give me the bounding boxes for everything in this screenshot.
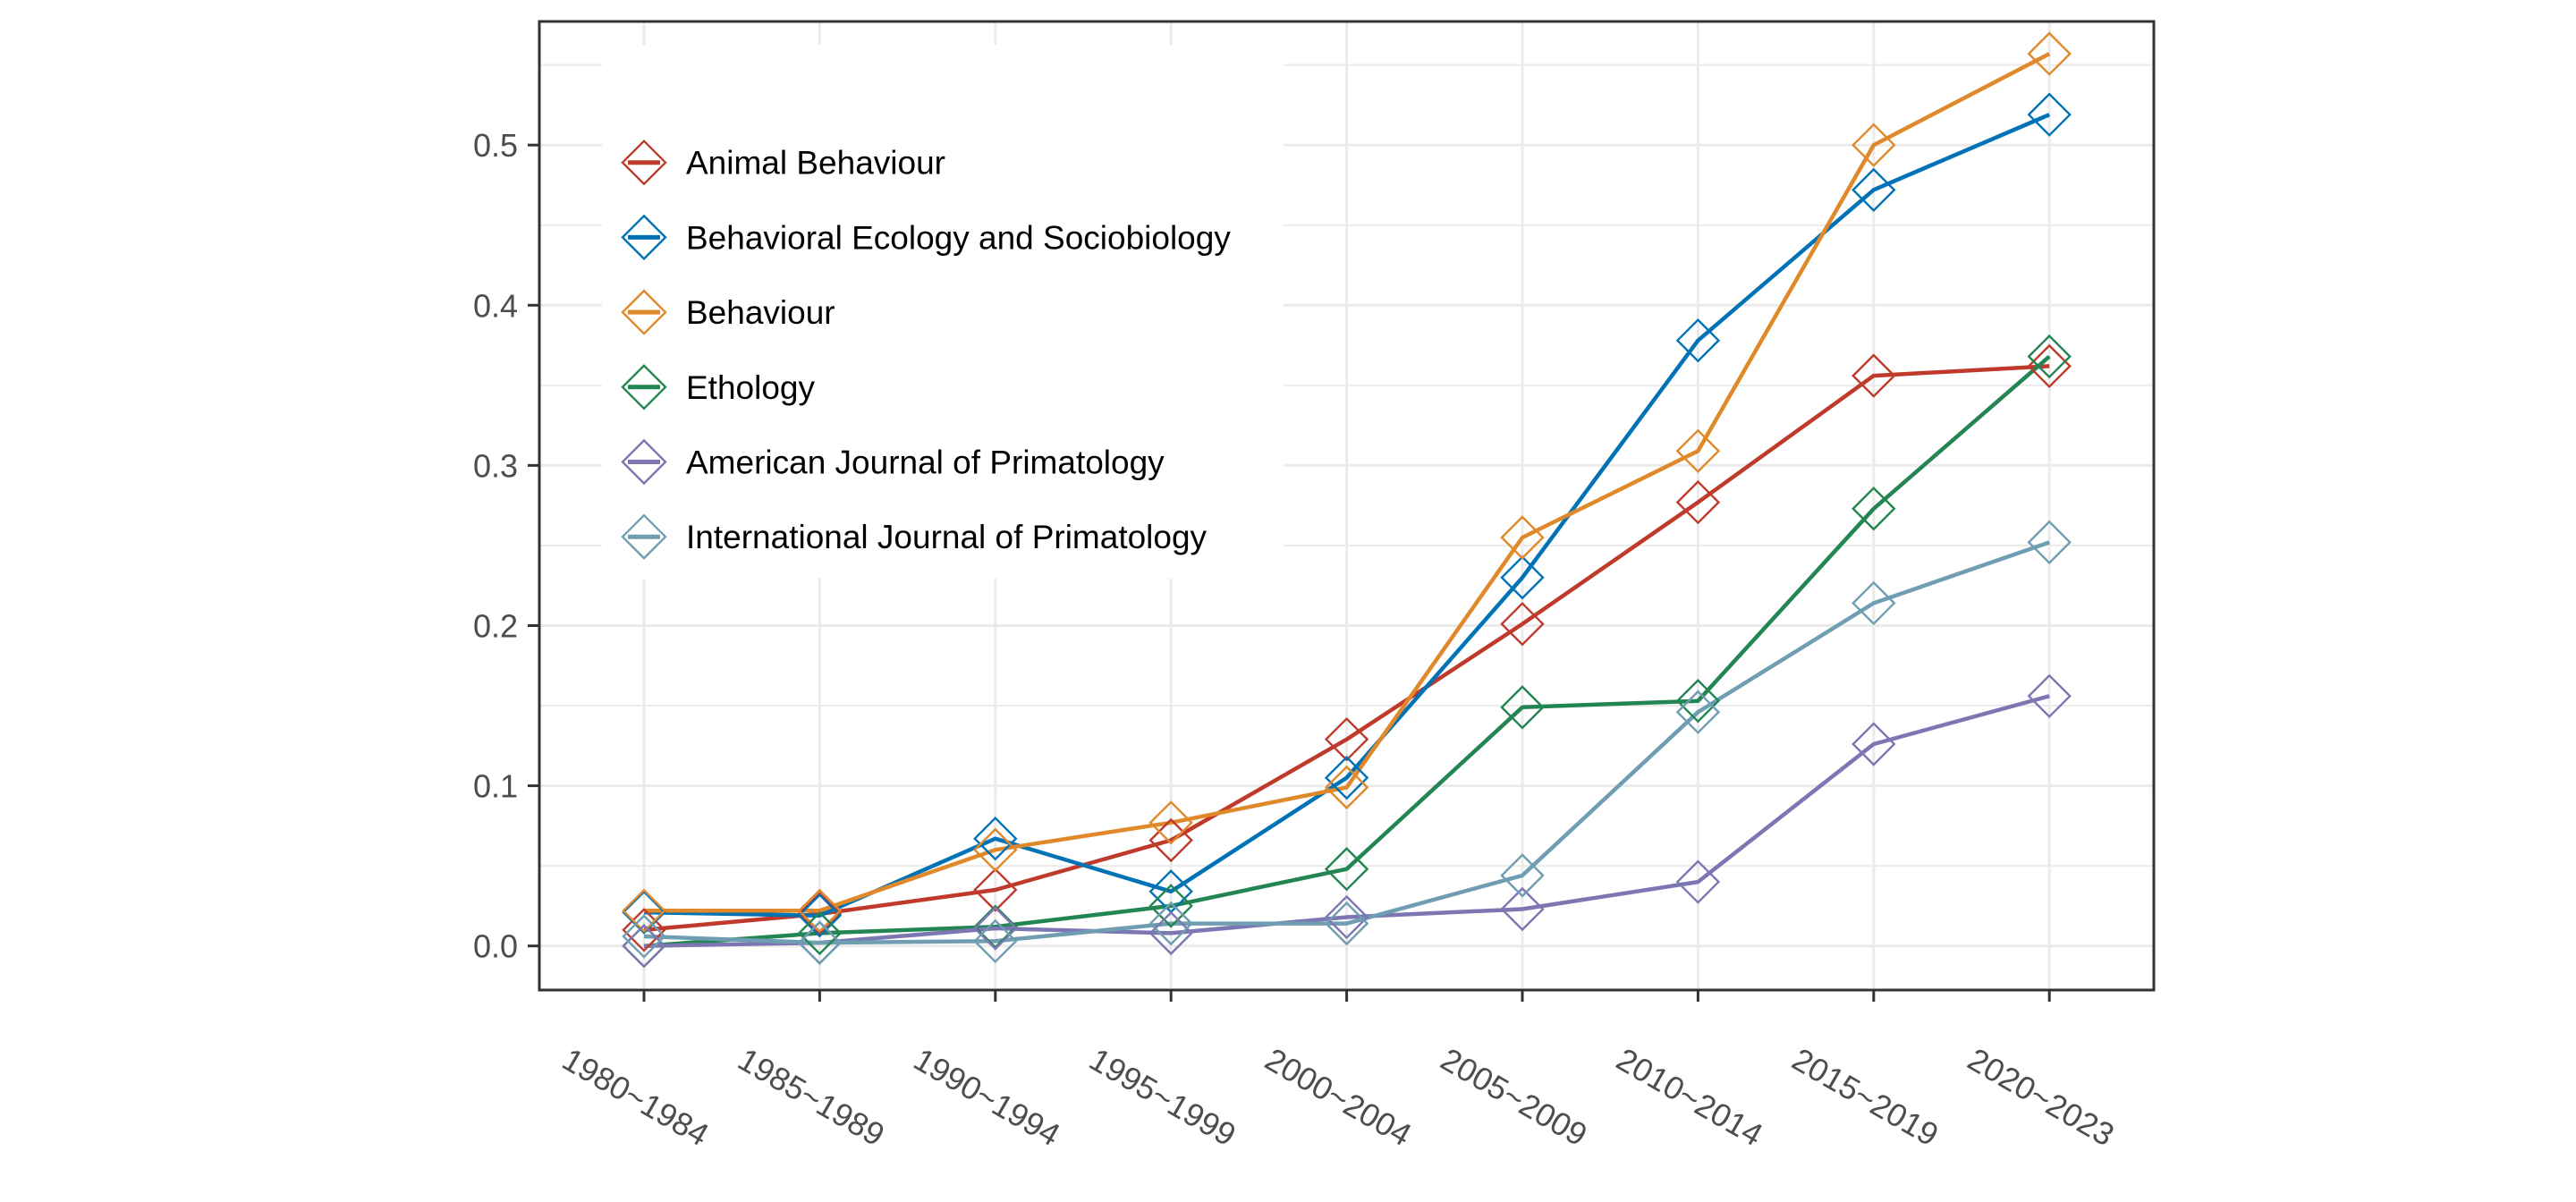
y-tick-label: 0.1 xyxy=(473,768,518,805)
legend-label: American Journal of Primatology xyxy=(686,444,1165,481)
series-line xyxy=(643,364,2050,933)
data-point-marker xyxy=(1324,847,1369,892)
legend-key-diamond-icon xyxy=(621,140,667,186)
legend-key-diamond-icon xyxy=(621,364,667,411)
y-tick-label: 0.2 xyxy=(473,608,518,645)
data-point-marker xyxy=(1675,479,1721,525)
data-point-marker xyxy=(1500,886,1545,932)
data-point-marker xyxy=(622,908,666,952)
data-point-marker xyxy=(2027,673,2072,719)
y-tick-label: 0.3 xyxy=(473,447,518,484)
legend-key-diamond-icon xyxy=(621,214,667,261)
data-point-marker xyxy=(1852,722,1896,766)
data-point-marker xyxy=(973,827,1018,872)
data-point-marker xyxy=(1148,817,1193,863)
data-point-marker xyxy=(1148,910,1193,956)
legend-item: Ethology xyxy=(621,364,815,411)
legend-key-diamond-icon xyxy=(621,289,667,335)
data-point-marker xyxy=(1852,487,1896,531)
data-point-marker xyxy=(622,890,666,935)
legend: Animal Behaviour Behavioral Ecology and S… xyxy=(602,45,1284,579)
legend-key-diamond-icon xyxy=(621,438,667,486)
data-point-marker xyxy=(1675,428,1721,473)
data-point-marker xyxy=(1148,800,1193,845)
data-point-marker xyxy=(622,888,666,933)
legend-item: American Journal of Primatology xyxy=(621,438,1165,486)
data-point-marker xyxy=(1852,580,1896,626)
data-point-marker xyxy=(973,817,1018,861)
series-line xyxy=(643,354,2051,948)
legend-label: Behavioral Ecology and Sociobiology xyxy=(686,219,1231,256)
series-lines xyxy=(643,52,2051,948)
data-point-marker xyxy=(1324,765,1369,810)
data-point-marker xyxy=(1500,515,1545,560)
data-point-marker xyxy=(1324,716,1369,762)
data-point-marker xyxy=(797,910,843,956)
data-point-marker xyxy=(1148,884,1193,928)
data-point-marker xyxy=(1324,901,1369,946)
data-point-marker xyxy=(1324,755,1369,800)
data-point-marker xyxy=(1500,555,1545,600)
data-point-marker xyxy=(1148,901,1193,946)
series-line xyxy=(643,694,2050,948)
data-point-marker xyxy=(797,888,843,933)
legend-label: Ethology xyxy=(686,369,815,406)
data-point-marker xyxy=(1675,859,1721,904)
data-point-marker xyxy=(2027,343,2072,389)
data-point-marker xyxy=(2027,92,2072,137)
legend-label: Animal Behaviour xyxy=(686,145,945,182)
legend-label: International Journal of Primatology xyxy=(686,519,1208,555)
y-tick-label: 0.5 xyxy=(473,127,518,164)
data-point-marker xyxy=(1500,602,1545,647)
y-tick-label: 0.4 xyxy=(473,287,518,324)
legend-key-diamond-icon xyxy=(621,513,667,560)
data-point-marker xyxy=(2027,334,2072,379)
data-point-marker xyxy=(1852,123,1896,167)
data-point-marker xyxy=(1324,894,1369,940)
data-point-marker xyxy=(973,906,1018,951)
legend-background xyxy=(602,45,1284,579)
series-line xyxy=(644,52,2051,913)
legend-item: International Journal of Primatology xyxy=(621,513,1208,560)
data-point-marker xyxy=(1675,678,1721,724)
series-line xyxy=(643,540,2050,945)
legend-item: Animal Behaviour xyxy=(621,140,945,186)
data-point-marker xyxy=(1675,318,1721,363)
data-point-marker xyxy=(973,868,1018,912)
data-point-marker xyxy=(1675,690,1721,734)
legend-item: Behavioral Ecology and Sociobiology xyxy=(621,214,1231,261)
data-point-marker xyxy=(2027,520,2072,565)
data-point-marker xyxy=(797,893,843,938)
data-point-marker xyxy=(973,918,1018,964)
legend-label: Behaviour xyxy=(686,294,835,331)
data-point-marker xyxy=(797,920,843,965)
data-point-marker xyxy=(797,892,843,936)
data-point-marker xyxy=(1852,353,1896,398)
data-point-marker xyxy=(1852,167,1896,213)
data-point-marker xyxy=(1500,685,1545,730)
legend-item: Behaviour xyxy=(621,289,835,335)
y-tick-label: 0.0 xyxy=(473,928,518,965)
data-point-marker xyxy=(2027,31,2072,76)
series-markers xyxy=(622,31,2072,969)
y-axis: 0.0 0.1 0.2 0.3 0.4 0.5 xyxy=(473,127,539,965)
data-point-marker xyxy=(622,914,666,959)
data-point-marker xyxy=(622,924,666,969)
data-point-marker xyxy=(973,904,1018,949)
data-point-marker xyxy=(1500,853,1545,898)
